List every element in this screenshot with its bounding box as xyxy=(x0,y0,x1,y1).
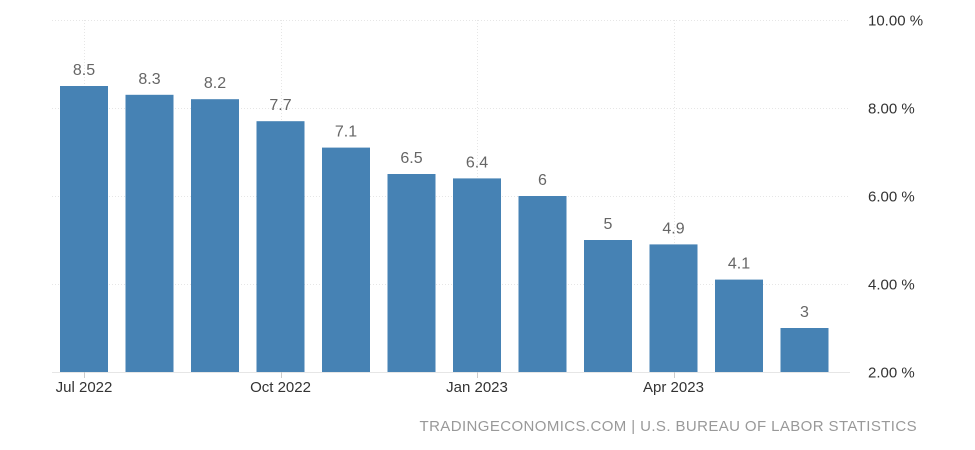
bar-value-label: 5 xyxy=(604,216,613,233)
bar-value-label: 7.1 xyxy=(335,124,357,141)
bar-oct-2022[interactable] xyxy=(256,121,305,372)
bar-value-label: 6 xyxy=(538,172,547,189)
y-tick-label: 4.00 % xyxy=(868,277,915,294)
bar-value-label: 8.3 xyxy=(138,71,160,88)
bar-value-label: 6.5 xyxy=(400,150,422,167)
bar-labels-layer: 8.5 8.3 8.2 7.7 7.1 6.5 6.4 6 5 4.9 4.1 3 xyxy=(73,62,809,321)
bar-value-label: 4.1 xyxy=(728,256,750,273)
bar-jul-2022[interactable] xyxy=(60,86,108,372)
x-tick-label: Apr 2023 xyxy=(643,379,704,396)
y-tick-label: 8.00 % xyxy=(868,101,915,118)
bar-jun-2023[interactable] xyxy=(780,328,829,372)
bar-mar-2023[interactable] xyxy=(584,240,632,372)
bar-nov-2022[interactable] xyxy=(322,147,370,372)
bar-aug-2022[interactable] xyxy=(125,94,174,373)
y-axis: 2.00 % 4.00 % 6.00 % 8.00 % 10.00 % xyxy=(868,13,923,382)
bar-value-label: 7.7 xyxy=(269,97,291,114)
bar-value-label: 6.4 xyxy=(466,154,488,171)
bar-sep-2022[interactable] xyxy=(191,99,239,372)
bar-apr-2023[interactable] xyxy=(649,244,698,372)
bars-layer xyxy=(60,86,829,373)
grid-layer xyxy=(52,20,850,373)
y-tick-label: 6.00 % xyxy=(868,189,915,206)
x-axis: Jul 2022 Oct 2022 Jan 2023 Apr 2023 xyxy=(56,372,704,396)
y-tick-label: 2.00 % xyxy=(868,365,915,382)
x-tick-label: Jan 2023 xyxy=(446,379,508,396)
bar-value-label: 8.2 xyxy=(204,75,226,92)
y-tick-label: 10.00 % xyxy=(868,13,923,30)
bar-dec-2022[interactable] xyxy=(387,174,436,372)
bar-value-label: 8.5 xyxy=(73,62,95,79)
bar-may-2023[interactable] xyxy=(715,279,763,372)
bar-value-label: 4.9 xyxy=(662,220,684,237)
x-tick-label: Jul 2022 xyxy=(56,379,113,396)
bar-feb-2023[interactable] xyxy=(518,196,567,372)
bar-jan-2023[interactable] xyxy=(453,178,501,372)
x-tick-label: Oct 2022 xyxy=(250,379,311,396)
bar-value-label: 3 xyxy=(800,304,809,321)
source-attribution: TRADINGECONOMICS.COM | U.S. BUREAU OF LA… xyxy=(419,418,917,435)
